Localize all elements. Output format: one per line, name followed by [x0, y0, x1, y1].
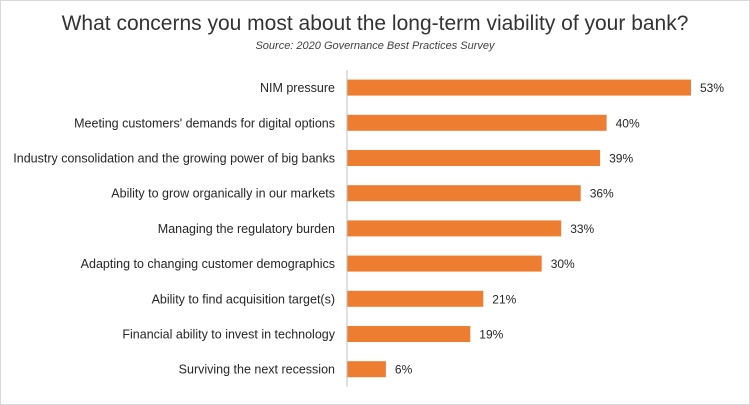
value-label: 30% [551, 257, 575, 271]
bar [347, 114, 607, 131]
category-label: Financial ability to invest in technolog… [122, 328, 335, 342]
category-label: Ability to grow organically in our marke… [111, 187, 335, 201]
category-label: Surviving the next recession [179, 363, 335, 377]
value-labels-group: 53% 40% 39% 36% 33% 30% 21% 19% 6% [395, 81, 724, 377]
category-label: Industry consolidation and the growing p… [13, 152, 335, 166]
bar [347, 326, 471, 342]
bar [347, 185, 581, 202]
category-label: Meeting customers' demands for digital o… [74, 116, 335, 130]
value-label: 21% [492, 292, 516, 306]
category-labels-group: NIM pressure Meeting customers' demands f… [13, 81, 335, 377]
bar [347, 290, 484, 307]
value-label: 33% [570, 222, 594, 236]
category-label: Managing the regulatory burden [158, 222, 335, 236]
value-label: 19% [479, 328, 503, 342]
value-label: 39% [609, 152, 633, 166]
bars-group [347, 79, 691, 378]
chart-title: What concerns you most about the long-te… [61, 12, 689, 35]
value-label: 36% [590, 187, 614, 201]
value-label: 40% [616, 116, 640, 130]
bar [347, 150, 601, 166]
chart-subtitle: Source: 2020 Governance Best Practices S… [255, 40, 495, 52]
category-label: Ability to find acquisition target(s) [152, 292, 335, 306]
value-label: 53% [700, 81, 724, 95]
bar [347, 361, 386, 378]
category-label: NIM pressure [260, 81, 335, 95]
value-label: 6% [395, 363, 413, 377]
bar [347, 255, 542, 272]
bar [347, 79, 691, 96]
category-label: Adapting to changing customer demographi… [81, 257, 335, 271]
bar [347, 220, 562, 237]
